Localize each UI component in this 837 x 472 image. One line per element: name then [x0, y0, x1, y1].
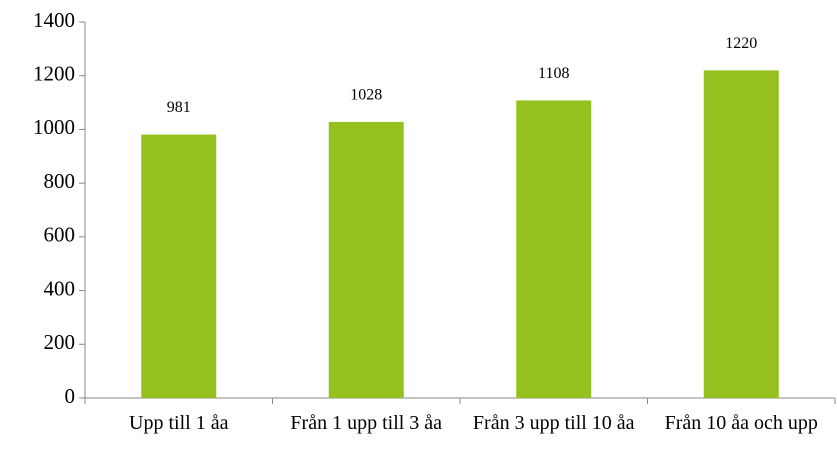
y-tick-label: 1000 [33, 115, 75, 139]
bar [516, 100, 592, 399]
data-label: 1220 [725, 35, 757, 52]
y-tick-label: 1200 [33, 62, 75, 86]
x-tick-label: Från 3 upp till 10 åa [472, 412, 635, 434]
y-tick-label: 200 [44, 330, 76, 354]
y-tick-label: 800 [44, 169, 76, 193]
bar [703, 70, 779, 398]
data-label: 1108 [538, 65, 569, 82]
y-tick-label: 1400 [33, 8, 75, 32]
x-tick-label: Från 10 åa och upp [664, 412, 818, 434]
y-tick-label: 0 [65, 384, 76, 408]
bar [141, 134, 217, 398]
x-tick-label: Från 1 upp till 3 åa [290, 412, 443, 434]
data-label: 1028 [350, 87, 382, 104]
y-tick-label: 400 [44, 276, 76, 300]
data-label: 981 [167, 99, 191, 116]
x-tick-label: Upp till 1 åa [129, 412, 229, 434]
y-tick-label: 600 [44, 223, 76, 247]
bar [328, 121, 404, 398]
